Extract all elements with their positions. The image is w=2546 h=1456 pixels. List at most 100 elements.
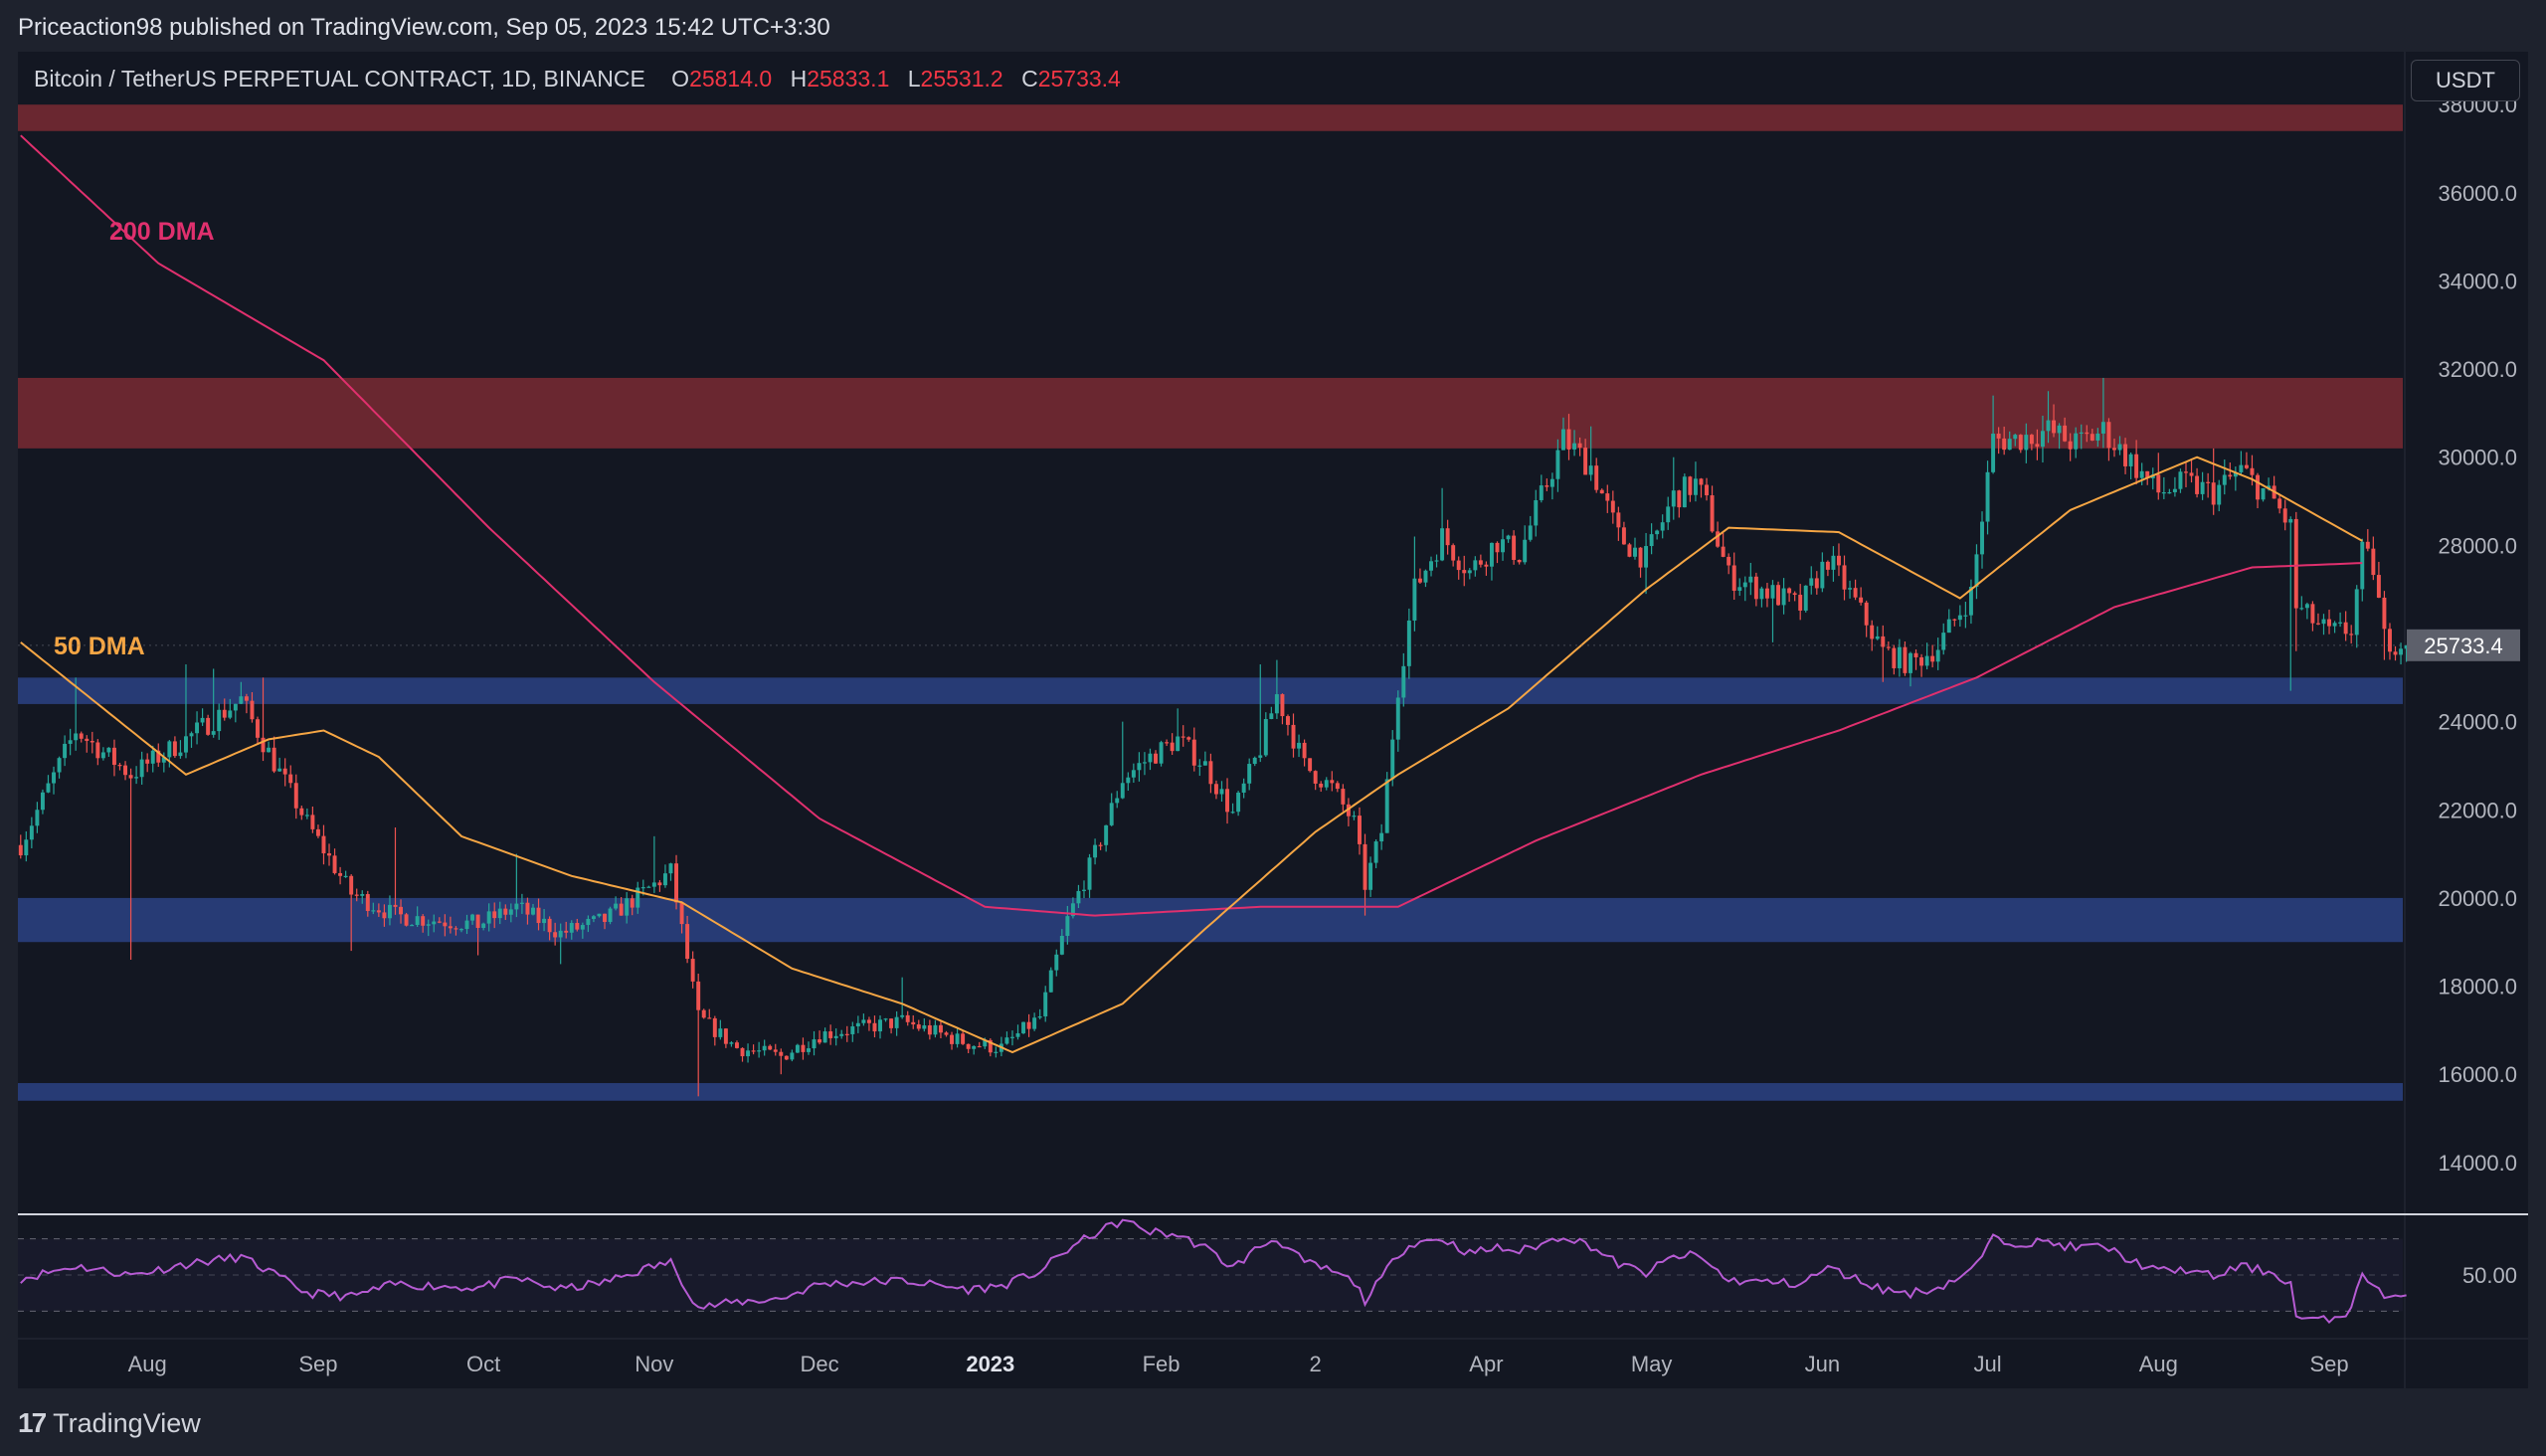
candle [321, 824, 326, 865]
candle [2200, 471, 2205, 500]
candle [2013, 434, 2018, 447]
rsi-chart[interactable]: 50.00 Aug Sep Oct Nov Dec 2023 Feb 2 Apr May Jun Jul… [18, 1215, 2528, 1388]
candle-body [866, 1019, 871, 1023]
candle [2100, 377, 2105, 449]
candle-body [1963, 615, 1968, 617]
candle-body [2112, 448, 2116, 451]
chart-area[interactable] [18, 52, 2528, 1388]
candle [1825, 560, 1830, 577]
y-tick-label: 14000.0 [2438, 1151, 2517, 1176]
candle-body [1269, 713, 1274, 719]
candle-body [1594, 465, 1599, 490]
price-chart[interactable]: 14000.0 16000.0 18000.0 20000.0 22000.0 24000… [18, 52, 2528, 1215]
candle-body [1649, 534, 1654, 547]
candle-body [1313, 771, 1318, 784]
candle [1076, 884, 1081, 908]
candle [2095, 428, 2100, 448]
candle [1753, 572, 1758, 607]
candle-body [768, 1045, 773, 1050]
candle-body [603, 913, 607, 923]
candle [685, 915, 690, 964]
candle-body [2228, 474, 2233, 477]
candle [2332, 621, 2337, 634]
candle-body [1363, 843, 1367, 890]
candle [2376, 561, 2381, 599]
candle-body [470, 914, 475, 921]
candle [1996, 427, 2001, 455]
candle [2090, 429, 2094, 442]
candle-body [547, 918, 552, 933]
candle-body [2393, 651, 2398, 655]
candle-body [1892, 647, 1897, 668]
candle-body [1131, 770, 1136, 778]
candle-body [1671, 490, 1676, 507]
candle [1501, 529, 1505, 561]
candle [2156, 453, 2161, 500]
candle [861, 1013, 866, 1026]
candle-body [1148, 753, 1153, 763]
candle [1142, 752, 1147, 776]
candle-body [773, 1049, 778, 1052]
candle-body [29, 825, 34, 840]
candle-body [2338, 622, 2343, 624]
candle [558, 923, 563, 965]
currency-button[interactable]: USDT [2411, 60, 2520, 101]
candle [1809, 566, 1814, 595]
candle-body [1727, 556, 1731, 566]
candle-body [1924, 655, 1929, 666]
candle [2167, 488, 2172, 494]
candle [2399, 642, 2404, 665]
candle [746, 1043, 751, 1063]
candle-body [1213, 784, 1218, 795]
candle-body [861, 1019, 866, 1023]
candle-body [2172, 488, 2177, 492]
candle [1434, 554, 1439, 568]
candle [1462, 555, 1467, 587]
candle-body [790, 1052, 795, 1060]
symbol-title[interactable]: Bitcoin / TetherUS PERPETUAL CONTRACT, 1… [34, 66, 645, 91]
candle [757, 1041, 762, 1058]
candle [2299, 596, 2304, 611]
candle [630, 894, 635, 916]
candle [2354, 585, 2359, 648]
candle-body [1666, 506, 1671, 523]
candle [68, 728, 73, 756]
candles [18, 377, 2409, 1097]
candle [1798, 584, 1803, 621]
candle-body [293, 783, 298, 809]
candle-body [1335, 783, 1340, 790]
candle-body [1974, 554, 1979, 587]
candle-body [1390, 739, 1395, 780]
tradingview-brand[interactable]: 17 TradingView [18, 1407, 201, 1439]
candle [156, 743, 161, 768]
candle-body [272, 747, 276, 772]
candle [1903, 641, 1908, 676]
candle-body [1627, 544, 1632, 557]
candle-body [1688, 476, 1693, 495]
candle-body [889, 1018, 894, 1028]
candle-body [1742, 582, 1747, 588]
candle-body [1252, 757, 1257, 765]
candle [822, 1027, 827, 1043]
candle-body [1241, 783, 1246, 793]
candle [531, 903, 535, 916]
candle [1909, 651, 1912, 687]
candle-body [1181, 736, 1185, 738]
candle [1859, 587, 1864, 606]
candle [1186, 736, 1191, 742]
candle-body [239, 696, 244, 704]
candle-body [100, 752, 105, 759]
last-price-label: 25733.4 [2424, 634, 2503, 658]
candle [1126, 772, 1131, 791]
candle-body [911, 1021, 916, 1025]
low-value: 25531.2 [920, 66, 1003, 91]
candle-body [2161, 492, 2166, 494]
x-tick-label: 2023 [966, 1352, 1014, 1376]
candle-body [1324, 780, 1329, 788]
candle-body [839, 1033, 844, 1036]
candle [503, 904, 508, 920]
candle-body [1346, 804, 1351, 817]
candle-body [591, 916, 596, 919]
candle [2293, 511, 2298, 651]
candle [481, 922, 486, 931]
